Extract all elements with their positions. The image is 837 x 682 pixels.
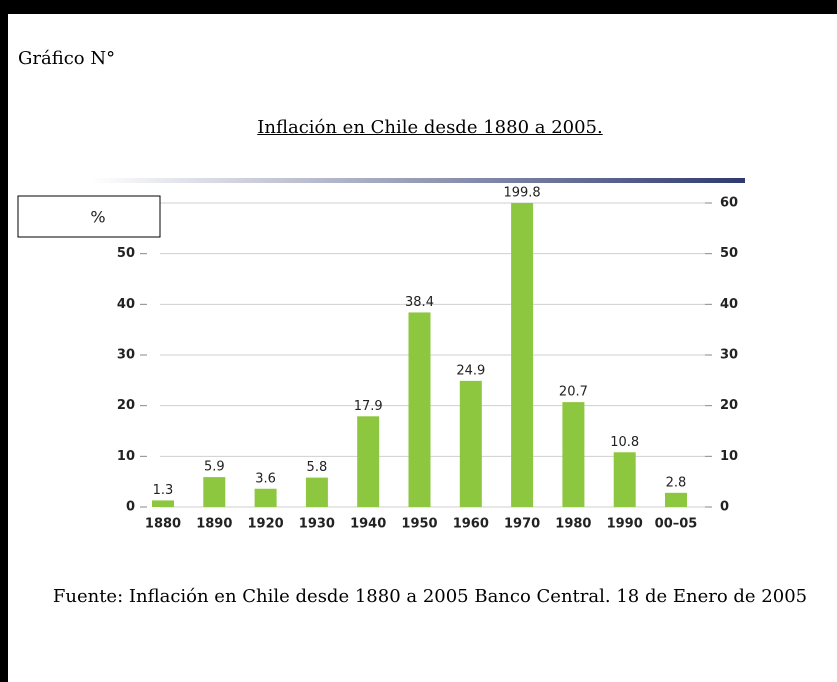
data-label: 20.7 xyxy=(559,385,588,400)
x-tick-label: 1980 xyxy=(555,517,591,532)
left-border xyxy=(0,0,8,682)
x-tick-label: 1960 xyxy=(453,517,489,532)
data-label: 3.6 xyxy=(255,471,276,486)
header-rule xyxy=(90,178,745,183)
bar xyxy=(203,477,226,507)
data-label: 17.9 xyxy=(354,399,383,414)
source-note: Fuente: Inflación en Chile desde 1880 a … xyxy=(52,586,808,607)
figure-label: Gráfico N° xyxy=(18,48,116,69)
y-axis-label: % xyxy=(90,208,105,227)
data-label: 199.8 xyxy=(503,186,540,201)
data-label: 10.8 xyxy=(610,435,639,450)
bar xyxy=(562,402,585,507)
bar xyxy=(408,312,431,507)
y-tick-label: 0 xyxy=(126,500,135,515)
unit-box xyxy=(17,195,161,238)
x-tick-label: 1950 xyxy=(401,517,437,532)
data-label: 24.9 xyxy=(456,363,485,378)
data-label: 2.8 xyxy=(666,475,687,490)
x-tick-label: 00–05 xyxy=(655,517,698,532)
data-label: 38.4 xyxy=(405,295,434,310)
x-tick-label: 1930 xyxy=(299,517,335,532)
y-tick-label: 40 xyxy=(117,297,135,312)
bar xyxy=(665,492,687,507)
bar xyxy=(254,488,277,507)
bar xyxy=(152,500,174,507)
y2-tick-label: 50 xyxy=(720,246,738,261)
y2-tick-label: 0 xyxy=(720,500,729,515)
bar xyxy=(511,203,534,507)
top-border xyxy=(0,0,837,14)
x-tick-label: 1990 xyxy=(607,517,643,532)
y-tick-label: 10 xyxy=(117,449,135,464)
y2-tick-label: 10 xyxy=(720,449,738,464)
chart-title: Inflación en Chile desde 1880 a 2005. xyxy=(257,117,603,138)
y2-tick-label: 60 xyxy=(720,196,738,211)
y2-tick-label: 30 xyxy=(720,348,738,363)
x-tick-label: 1890 xyxy=(196,517,232,532)
bar xyxy=(305,477,328,507)
y2-tick-label: 20 xyxy=(720,398,738,413)
x-tick-label: 1970 xyxy=(504,517,540,532)
bar xyxy=(459,380,482,507)
data-label: 5.8 xyxy=(307,460,328,475)
y-tick-label: 20 xyxy=(117,398,135,413)
y-tick-label: 50 xyxy=(117,246,135,261)
x-tick-label: 1940 xyxy=(350,517,386,532)
y2-tick-label: 40 xyxy=(720,297,738,312)
x-tick-label: 1880 xyxy=(145,517,181,532)
data-label: 5.9 xyxy=(204,460,225,475)
x-tick-label: 1920 xyxy=(248,517,284,532)
y-tick-label: 30 xyxy=(117,348,135,363)
bar xyxy=(357,416,380,507)
data-label: 1.3 xyxy=(153,483,174,498)
bar xyxy=(613,452,636,507)
